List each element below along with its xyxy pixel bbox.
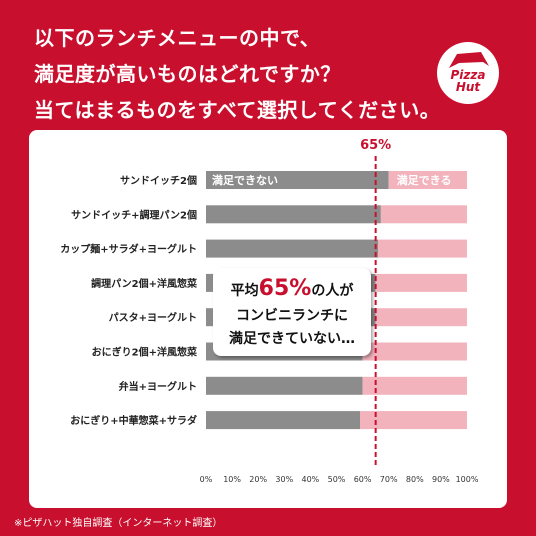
bar-unsatisfied-7 [206, 411, 360, 430]
category-label-1: サンドイッチ+調理パン2個 [71, 208, 197, 221]
header-line-1: 以下のランチメニューの中で、 [34, 26, 321, 50]
callout-percent: 65% [258, 276, 312, 301]
x-tick-10: 100% [456, 475, 479, 484]
bar-unsatisfied-2 [206, 239, 379, 258]
reference-label: 65% [360, 138, 391, 153]
callout-line-3: 満足できていない… [229, 331, 355, 347]
category-label-3: 調理パン2個+洋風惣菜 [91, 277, 198, 290]
callout-line-2: コンビニランチに [236, 308, 348, 324]
bar-satisfied-4 [375, 308, 467, 327]
bar-satisfied-1 [380, 205, 467, 224]
callout-line-1: 平均65%の人が [213, 276, 371, 301]
x-tick-8: 80% [406, 475, 424, 484]
x-tick-3: 30% [275, 475, 293, 484]
x-tick-4: 40% [302, 475, 320, 484]
logo-text-hut: Hut [455, 80, 481, 94]
x-tick-2: 20% [249, 475, 267, 484]
x-tick-0: 0% [200, 475, 213, 484]
header-line-3: 当てはまるものをすべて選択してください。 [34, 98, 441, 122]
series-label-unsatisfied: 満足できない [212, 173, 278, 187]
pizza-hut-logo: Pizza Hut [437, 42, 499, 104]
header-line-2: 満足度が高いものはどれですか？ [34, 62, 341, 86]
series-label-satisfied: 満足できる [397, 173, 452, 187]
x-tick-6: 60% [354, 475, 372, 484]
bar-unsatisfied-6 [206, 376, 363, 395]
category-label-5: おにぎり2個+洋風惣菜 [92, 346, 198, 359]
bar-satisfied-6 [362, 376, 467, 395]
pizza-hut-roof-icon [449, 52, 489, 68]
logo-text-pizza: Pizza [450, 68, 486, 82]
footnote: ※ピザハット独自調査（インターネット調査） [14, 518, 223, 529]
bar-satisfied-3 [375, 273, 467, 292]
category-label-6: 弁当+ヨーグルト [119, 380, 197, 393]
bar-satisfied-5 [362, 342, 467, 361]
category-label-4: パスタ+ヨーグルト [109, 311, 197, 324]
x-tick-9: 90% [432, 475, 450, 484]
category-label-0: サンドイッチ2個 [120, 174, 197, 187]
x-tick-5: 50% [328, 475, 346, 484]
category-label-2: カップ麺+サラダ+ヨーグルト [60, 243, 197, 256]
bar-satisfied-7 [359, 411, 467, 430]
callout-box: 平均65%の人が コンビニランチに 満足できていない… [213, 268, 371, 356]
bar-satisfied-0 [388, 171, 467, 189]
category-label-7: おにぎり+中華惣菜+サラダ [70, 414, 197, 427]
callout-post: の人が [311, 283, 354, 299]
x-tick-7: 70% [380, 475, 398, 484]
bar-unsatisfied-0 [206, 171, 389, 189]
x-tick-1: 10% [223, 475, 241, 484]
callout-pre: 平均 [230, 283, 259, 299]
bar-unsatisfied-1 [206, 205, 381, 224]
bar-satisfied-2 [378, 239, 467, 258]
